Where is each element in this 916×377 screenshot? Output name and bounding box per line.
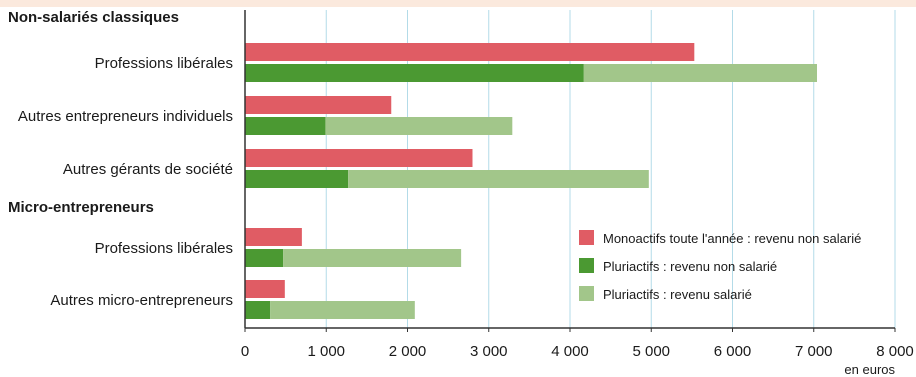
category-label: Autres entrepreneurs individuels (18, 108, 233, 125)
category-label: Professions libérales (95, 55, 233, 72)
group-heading: Non-salariés classiques (8, 9, 179, 26)
grid-lines (325, 10, 896, 328)
bar-pluriactifs-non-salarie (245, 117, 326, 135)
x-tick-label: 3 000 (470, 343, 508, 360)
category-label: Autres micro-entrepreneurs (50, 292, 233, 309)
x-tick-label: 0 (241, 343, 249, 360)
bar-monoactifs-non-salarie (245, 149, 473, 167)
bar-pluriactifs-non-salarie (245, 301, 271, 319)
category-label: Professions libérales (95, 240, 233, 257)
legend-swatch (579, 258, 594, 273)
x-tick-label: 4 000 (551, 343, 589, 360)
x-tick-label: 5 000 (632, 343, 670, 360)
bar-pluriactifs-salarie (270, 301, 415, 319)
bar-monoactifs-non-salarie (245, 280, 285, 298)
header-band (0, 0, 916, 7)
bar-pluriactifs-non-salarie (245, 249, 284, 267)
bar-pluriactifs-non-salarie (245, 64, 584, 82)
x-axis-unit-label: en euros (844, 362, 895, 377)
x-tick-label: 1 000 (307, 343, 345, 360)
x-tick-label: 2 000 (389, 343, 427, 360)
bars (245, 43, 817, 319)
legend-label: Monoactifs toute l'année : revenu non sa… (603, 231, 861, 246)
category-labels: Non-salariés classiques Professions libér… (8, 9, 233, 309)
bar-pluriactifs-salarie (283, 249, 462, 267)
legend-label: Pluriactifs : revenu non salarié (603, 259, 777, 274)
x-tick-label: 8 000 (876, 343, 914, 360)
group-heading: Micro-entrepreneurs (8, 199, 154, 216)
bar-pluriactifs-salarie (325, 117, 513, 135)
legend-swatch (579, 230, 594, 245)
legend-label: Pluriactifs : revenu salarié (603, 287, 752, 302)
bar-monoactifs-non-salarie (245, 228, 302, 246)
bar-pluriactifs-salarie (348, 170, 649, 188)
legend-swatch (579, 286, 594, 301)
x-tick-label: 7 000 (795, 343, 833, 360)
category-label: Autres gérants de société (63, 161, 233, 178)
bar-monoactifs-non-salarie (245, 96, 392, 114)
legend: Monoactifs toute l'année : revenu non sa… (579, 230, 861, 302)
bar-pluriactifs-salarie (583, 64, 817, 82)
x-tick-label: 6 000 (714, 343, 752, 360)
bar-pluriactifs-non-salarie (245, 170, 349, 188)
bar-monoactifs-non-salarie (245, 43, 695, 61)
axes: 0 1 000 2 000 3 000 4 000 5 000 6 000 7 000 8 00… (241, 10, 914, 377)
